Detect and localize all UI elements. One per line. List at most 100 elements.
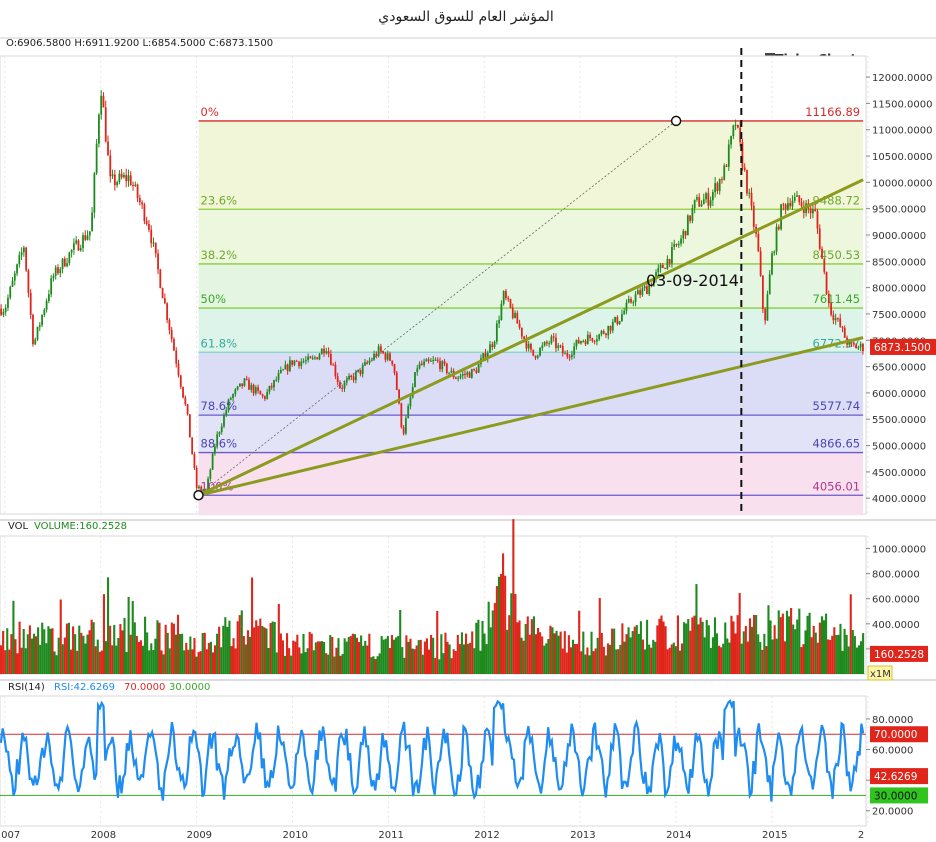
volume-bar: [569, 647, 573, 674]
candle-body: [211, 453, 214, 470]
volume-bar: [232, 638, 235, 674]
volume-bar: [174, 634, 178, 674]
volume-bar: [323, 641, 326, 674]
candle-body: [495, 323, 498, 342]
volume-bar: [339, 655, 342, 674]
candle-body: [220, 426, 223, 433]
candle-body: [264, 396, 266, 399]
candle-body: [423, 361, 425, 365]
candle-body: [134, 184, 137, 186]
volume-bar: [390, 635, 394, 674]
candle-body: [614, 316, 616, 322]
candle-body: [259, 390, 262, 395]
fib-level-label: 38.2%: [201, 248, 238, 262]
candle-body: [59, 269, 62, 274]
volume-bar: [28, 625, 31, 674]
candle-body: [491, 344, 494, 348]
volume-bar: [654, 641, 657, 674]
candle-body: [200, 486, 203, 491]
candle-body: [236, 386, 239, 390]
candle-body: [573, 346, 576, 355]
candle-body: [127, 175, 130, 181]
candle-body: [850, 341, 853, 343]
x-tick-label: 2015: [762, 830, 787, 841]
fib-level-label: 88.6%: [201, 437, 238, 451]
rsi-value-tag: [870, 768, 928, 785]
rsi-lower-label: 30.0000: [169, 682, 210, 693]
candle-body: [73, 243, 75, 250]
candle-body: [707, 193, 710, 206]
candle-body: [302, 361, 305, 363]
volume-bar: [349, 636, 352, 674]
candle-body: [361, 365, 364, 375]
volume-bar: [674, 646, 677, 674]
candle-body: [509, 299, 512, 308]
volume-bar: [288, 648, 291, 674]
volume-bar: [129, 634, 132, 674]
volume-bar: [65, 623, 68, 674]
candle-body: [107, 141, 109, 156]
candle-body: [716, 183, 719, 192]
volume-bar: [565, 652, 568, 674]
candle-body: [725, 165, 728, 167]
volume-bar: [308, 631, 311, 674]
volume-bar: [150, 643, 153, 674]
volume-bar: [417, 640, 420, 674]
volume-bar: [627, 627, 630, 674]
volume-bar: [703, 637, 706, 674]
candle-body: [627, 299, 630, 303]
candle-body: [273, 380, 275, 388]
volume-bar: [557, 635, 560, 674]
volume-bar: [491, 610, 494, 674]
volume-bar: [26, 634, 29, 674]
volume-bar: [257, 625, 260, 674]
volume-bar: [481, 620, 484, 674]
candle-body: [577, 339, 580, 344]
volume-bar: [347, 636, 350, 674]
volume-bar: [137, 642, 140, 674]
candle-body: [377, 346, 380, 357]
volume-bar: [687, 619, 690, 674]
volume-bar: [709, 647, 712, 674]
anchor-point: [193, 490, 204, 501]
volume-bar: [121, 630, 124, 674]
volume-bar: [734, 633, 737, 674]
volume-bar: [681, 643, 684, 674]
candle-body: [798, 195, 801, 203]
candle-body: [314, 357, 316, 359]
volume-bar: [67, 622, 71, 674]
candle-body: [370, 359, 373, 361]
candle-body: [655, 272, 657, 279]
candle-body: [157, 253, 159, 270]
volume-bar: [345, 641, 348, 674]
candle-body: [45, 301, 48, 310]
y-tick-label: 1000.0000: [872, 545, 926, 556]
volume-bar: [139, 640, 143, 674]
volume-bar: [720, 647, 723, 674]
candle-body: [527, 343, 530, 349]
volume-bar: [253, 627, 256, 674]
volume-bar: [181, 633, 184, 674]
volume-bar: [162, 654, 165, 674]
volume-bar: [374, 659, 377, 674]
candle-body: [714, 183, 717, 193]
candle-body: [386, 353, 389, 360]
volume-bar: [522, 640, 525, 674]
candle-body: [721, 179, 723, 181]
candle-body: [57, 267, 59, 274]
fib-level-label: 61.8%: [201, 336, 238, 350]
volume-bar: [427, 649, 431, 674]
volume-bar: [744, 625, 747, 674]
candle-body: [541, 345, 544, 348]
candle-body: [436, 359, 439, 362]
candle-body: [550, 336, 553, 344]
volume-bar: [485, 644, 488, 674]
volume-bar: [314, 642, 317, 674]
candle-body: [304, 360, 307, 362]
volume-bar: [845, 634, 848, 674]
volume-bar: [683, 622, 686, 674]
candle-body: [773, 251, 776, 254]
candle-body: [732, 125, 735, 137]
volume-bar: [325, 653, 328, 674]
